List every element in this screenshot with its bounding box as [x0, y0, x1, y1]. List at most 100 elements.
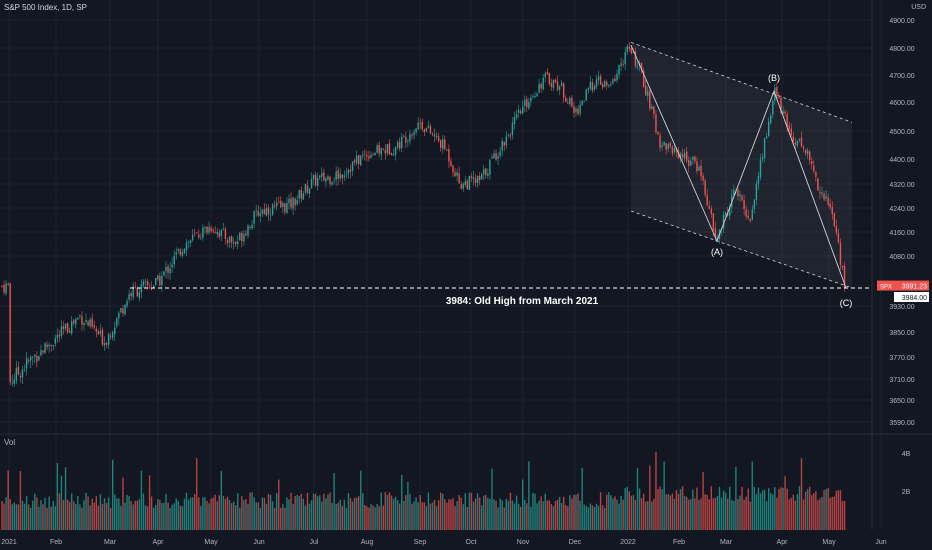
candle-body	[411, 134, 413, 137]
candle-body	[173, 255, 175, 265]
candle-body	[122, 308, 124, 314]
candle-body	[390, 153, 393, 155]
candle-body	[655, 114, 657, 133]
candle-body	[556, 81, 559, 90]
candle-body	[610, 84, 612, 86]
candle-body	[628, 46, 630, 49]
volume-bar	[530, 506, 532, 530]
volume-bar	[396, 500, 399, 530]
price-tick-label: 4320.00	[889, 182, 914, 189]
candle-body	[27, 360, 30, 362]
volume-bar	[232, 501, 235, 530]
candle-body	[372, 153, 374, 155]
volume-bar	[81, 507, 83, 530]
candle-body	[505, 136, 507, 146]
volume-bar	[384, 492, 387, 530]
volume-bar	[99, 494, 102, 530]
volume-bar	[40, 500, 42, 530]
candle-body	[663, 141, 665, 146]
candle-body	[1, 285, 3, 287]
time-tick-label: Mar	[104, 539, 117, 546]
candle-body	[839, 242, 842, 265]
time-axis[interactable]: 2021 Feb Mar Apr May Jun Jul Aug Sep Oct Nov Dec 202…	[1, 539, 887, 546]
volume-bar	[841, 500, 844, 530]
volume-bar	[770, 493, 772, 530]
volume-bar	[282, 504, 284, 530]
last-price-tag	[877, 280, 929, 291]
candle-body	[306, 185, 309, 193]
candle-body	[626, 46, 628, 52]
volume-bar	[696, 487, 698, 530]
volume-bar	[669, 495, 671, 530]
candle-body	[745, 209, 747, 217]
volume-bar	[532, 492, 534, 530]
candle-body	[64, 323, 67, 329]
volume-bar	[741, 486, 743, 530]
candle-body	[563, 83, 565, 98]
candle-body	[294, 198, 296, 206]
candle-body	[565, 97, 567, 102]
candle-body	[34, 354, 36, 357]
volume-bar	[325, 498, 327, 530]
volume-bar	[536, 503, 538, 530]
volume-bar	[825, 489, 827, 530]
volume-bar	[483, 495, 485, 530]
volume-bar	[519, 506, 522, 530]
candle-body	[612, 79, 614, 84]
volume-bar	[368, 507, 370, 530]
candle-body	[776, 87, 778, 97]
volume-bar	[7, 470, 9, 530]
candle-body	[327, 176, 329, 180]
price-tick-label: 4800.00	[889, 46, 914, 53]
candle-body	[134, 287, 136, 288]
candle-body	[544, 73, 546, 77]
candle-body	[458, 173, 460, 184]
volume-bar	[481, 505, 483, 530]
volume-bar	[806, 489, 809, 530]
candle-body	[819, 191, 821, 194]
volume-bar	[79, 504, 81, 530]
candle-body	[46, 344, 48, 348]
candle-body	[380, 147, 382, 155]
volume-bar	[614, 496, 616, 530]
volume-bar	[284, 507, 286, 530]
volume-bar	[610, 495, 612, 530]
candle-body	[571, 98, 573, 107]
time-tick-label: May	[204, 539, 218, 546]
candle-body	[489, 159, 491, 175]
volume-bar	[544, 493, 546, 530]
volume-bar	[710, 486, 712, 530]
volume-bar	[407, 481, 409, 530]
volume-bar	[843, 501, 846, 530]
volume-bar	[468, 492, 471, 530]
volume-bar	[556, 499, 559, 530]
candle-body	[437, 136, 440, 142]
candle-body	[698, 166, 700, 171]
candle-body	[222, 228, 225, 230]
volume-bar	[442, 494, 444, 530]
volume-bar	[583, 504, 585, 530]
candle-body	[95, 328, 97, 332]
volume-bar	[448, 499, 450, 530]
candle-body	[278, 201, 280, 203]
volume-bar	[339, 499, 341, 530]
candle-body	[651, 106, 653, 110]
volume-bar	[581, 467, 583, 530]
candle-body	[667, 143, 669, 149]
volume-bar	[757, 487, 760, 530]
candle-body	[579, 104, 581, 114]
candle-body	[647, 91, 649, 96]
volume-bar	[46, 507, 48, 530]
candle-body	[642, 70, 645, 87]
volume-bar	[511, 500, 514, 530]
price-tick-label: 3590.00	[889, 420, 914, 427]
candle-body	[273, 205, 276, 207]
volume-bar	[403, 500, 405, 530]
candle-body	[11, 382, 13, 384]
price-axis[interactable]: 4900.00 4800.00 4700.00 4600.00 4500.00 4400.…	[877, 18, 929, 427]
candle-body	[618, 65, 620, 75]
volume-bar	[704, 494, 706, 530]
candle-body	[446, 149, 448, 151]
volume-bar	[663, 461, 665, 530]
